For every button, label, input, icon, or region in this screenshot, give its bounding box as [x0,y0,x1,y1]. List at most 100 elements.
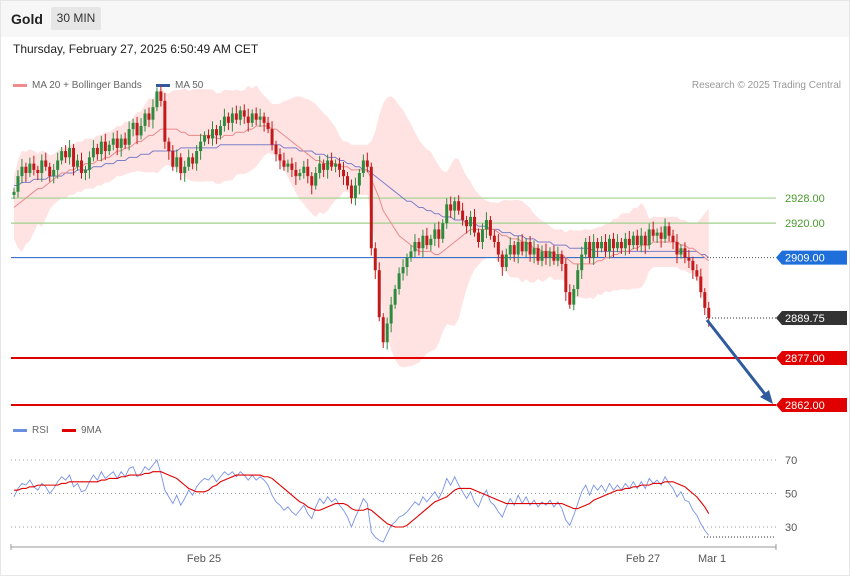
candle-body [345,176,349,186]
credit: Research © 2025 Trading Central [691,80,841,91]
candle-body [675,241,679,255]
candle-body [600,241,604,249]
ma20-swatch [13,83,27,87]
candle-body [461,210,465,221]
candle-body [16,176,20,192]
candle-body [314,173,318,186]
candle-body [465,220,469,227]
candle-body [604,241,608,252]
candle-body [28,163,32,173]
candle-body [615,241,619,249]
candle-body [342,169,346,177]
candle-body [627,238,631,246]
rsi-tick-label: 30 [785,522,797,534]
candle-body [306,166,310,177]
candle-body [385,323,389,343]
candle-body [373,248,377,271]
candle-body [405,257,409,268]
legend-ma50-label: MA 50 [175,80,204,91]
time-tick-label: Feb 25 [187,553,221,565]
candle-body [699,276,703,293]
candle-body [381,317,385,343]
candle-body [695,270,699,277]
candle-body [183,166,187,173]
candle-body [238,110,242,120]
candle-body [64,151,68,158]
candle-body [103,141,107,152]
candle-body [72,147,76,167]
candle-body [548,251,552,258]
candle-body [24,166,28,173]
candle-body [159,91,163,101]
candle-body [393,289,397,305]
candle-body [413,241,417,252]
candle-body [401,267,405,274]
candle-body [127,129,131,145]
candle-body [500,254,504,268]
candle-body [254,113,258,120]
forecast-arrow-shaft [705,319,770,399]
timeframe-button[interactable]: 30 MIN [51,7,101,30]
candle-body [611,238,615,249]
candle-body [496,241,500,255]
support-label: 2877.00 [785,353,825,365]
candle-body [163,100,167,142]
resistance-label: 2928.00 [785,193,825,205]
candle-body [687,257,691,261]
current-price-label: 2889.75 [785,313,825,325]
header-bar [1,1,849,37]
candle-body [433,229,437,239]
candle-body [286,163,290,167]
support-tag [776,398,847,412]
candle-body [540,251,544,261]
legend-ma9-label: 9MA [81,425,102,436]
legend-ma20-label: MA 20 + Bollinger Bands [32,80,142,91]
candle-body [171,151,175,167]
candle-body [429,238,433,246]
time-tick-label: Feb 27 [626,553,660,565]
legend-rsi-label: RSI [32,425,49,436]
ma50-swatch [156,83,170,87]
candle-body [691,260,695,271]
candle-body [349,185,353,199]
candle-body [338,163,342,170]
resistance-label: 2920.00 [785,218,825,230]
candle-body [596,241,600,249]
candle-body [83,169,87,173]
candle-body [473,216,477,233]
rsi-swatch [13,428,27,432]
candle-body [667,226,671,236]
candle-body [95,147,99,155]
support-label: 2862.00 [785,400,825,412]
candle-body [580,254,584,271]
candle-body [584,241,588,255]
bollinger-band [14,85,709,368]
candle-body [524,241,528,252]
candle-body [203,135,207,142]
candle-body [250,113,254,123]
candle-body [425,235,429,246]
candle-body [532,248,536,255]
candle-body [492,235,496,242]
candle-body [147,113,151,120]
candle-body [218,125,222,136]
time-tick-label: Feb 26 [409,553,443,565]
candle-body [175,157,179,167]
candle-body [623,238,627,249]
candle-body [357,173,361,186]
forecast-arrow-head [760,390,773,404]
candle-body [671,235,675,242]
candle-body [389,304,393,324]
candle-body [107,144,111,152]
candle-body [417,241,421,249]
candle-body [683,248,687,258]
candle-body [191,157,195,164]
candle-body [155,91,159,108]
candle-body [294,169,298,177]
ma20-line [13,125,710,265]
candle-body [167,141,171,152]
rsi-tick-label: 70 [785,455,797,467]
candle-body [369,166,373,249]
candle-body [207,135,211,139]
candle-body [361,160,365,173]
